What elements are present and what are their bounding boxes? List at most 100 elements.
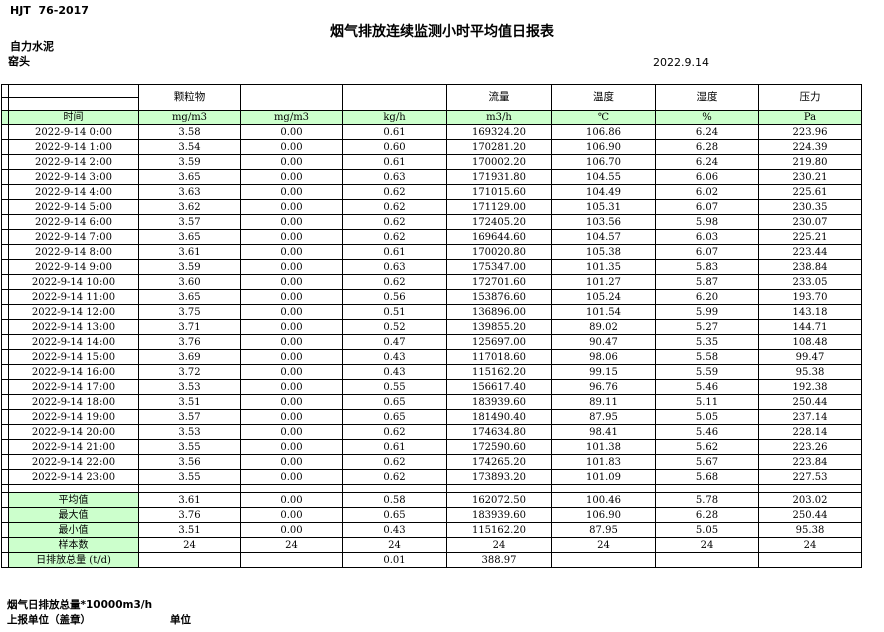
value-cell: 0.62 — [342, 214, 447, 230]
summary-value: 24 — [138, 537, 241, 553]
value-cell: 6.07 — [655, 199, 759, 215]
report-unit-label: 上报单位（盖章） — [7, 614, 91, 626]
time-cell: 2022-9-14 23:00 — [8, 469, 139, 485]
value-cell: 0.00 — [240, 244, 343, 260]
value-cell: 223.26 — [758, 439, 862, 455]
value-cell: 6.06 — [655, 169, 759, 185]
table-row: 2022-9-14 5:00 3.62 0.00 0.62 171129.00 105.3… — [1, 199, 862, 215]
col-header-particulate: 颗粒物 — [138, 84, 241, 111]
value-cell: 104.49 — [551, 184, 656, 200]
unit-m3-h: m3/h — [446, 110, 552, 125]
row-gutter — [1, 319, 9, 335]
summary-value: 115162.20 — [446, 522, 552, 538]
row-gutter — [1, 124, 9, 140]
value-cell: 5.98 — [655, 214, 759, 230]
value-cell: 0.00 — [240, 349, 343, 365]
value-cell: 0.00 — [240, 214, 343, 230]
value-cell: 90.47 — [551, 334, 656, 350]
value-cell: 223.84 — [758, 454, 862, 470]
row-gutter — [1, 139, 9, 155]
value-cell: 0.00 — [240, 154, 343, 170]
value-cell: 193.70 — [758, 289, 862, 305]
value-cell: 103.56 — [551, 214, 656, 230]
summary-value — [655, 552, 759, 568]
value-cell: 3.65 — [138, 229, 241, 245]
value-cell: 0.00 — [240, 289, 343, 305]
units-gutter — [1, 110, 9, 125]
value-cell: 0.55 — [342, 379, 447, 395]
value-cell: 5.68 — [655, 469, 759, 485]
spacer-cell — [1, 484, 9, 493]
value-cell: 174634.80 — [446, 424, 552, 440]
row-gutter — [1, 244, 9, 260]
group-header-row-top: 颗粒物 流量 温度 湿度 压力 — [1, 84, 862, 111]
summary-value — [138, 552, 241, 568]
value-cell: 101.83 — [551, 454, 656, 470]
summary-value: 250.44 — [758, 507, 862, 523]
value-cell: 106.86 — [551, 124, 656, 140]
value-cell: 225.61 — [758, 184, 862, 200]
summary-value: 24 — [240, 537, 343, 553]
report-date: 2022.9.14 — [653, 56, 709, 69]
value-cell: 125697.00 — [446, 334, 552, 350]
value-cell: 172405.20 — [446, 214, 552, 230]
table-row: 2022-9-14 22:00 3.56 0.00 0.62 174265.20 101.… — [1, 454, 862, 470]
row-gutter — [1, 259, 9, 275]
row-gutter — [1, 439, 9, 455]
row-gutter — [1, 229, 9, 245]
row-gutter — [1, 199, 9, 215]
value-cell: 173893.20 — [446, 469, 552, 485]
summary-value: 3.61 — [138, 492, 241, 508]
value-cell: 6.20 — [655, 289, 759, 305]
value-cell: 3.60 — [138, 274, 241, 290]
value-cell: 0.43 — [342, 364, 447, 380]
summary-value: 0.00 — [240, 492, 343, 508]
spacer-cell — [240, 484, 343, 493]
time-cell: 2022-9-14 21:00 — [8, 439, 139, 455]
value-cell: 0.00 — [240, 274, 343, 290]
value-cell: 5.46 — [655, 424, 759, 440]
table-row: 2022-9-14 19:00 3.57 0.00 0.65 181490.40 87.9… — [1, 409, 862, 425]
summary-row: 最小值 3.51 0.00 0.43 115162.20 87.95 5.05 95.38 — [1, 522, 862, 538]
value-cell: 0.62 — [342, 424, 447, 440]
table-row: 2022-9-14 3:00 3.65 0.00 0.63 171931.80 104.5… — [1, 169, 862, 185]
value-cell: 0.65 — [342, 394, 447, 410]
value-cell: 223.44 — [758, 244, 862, 260]
value-cell: 227.53 — [758, 469, 862, 485]
col-header-flow: 流量 — [446, 84, 552, 111]
time-header-bottom — [8, 97, 139, 111]
time-cell: 2022-9-14 10:00 — [8, 274, 139, 290]
value-cell: 0.00 — [240, 364, 343, 380]
summary-value: 0.65 — [342, 507, 447, 523]
value-cell: 105.24 — [551, 289, 656, 305]
value-cell: 3.54 — [138, 139, 241, 155]
summary-value: 24 — [342, 537, 447, 553]
value-cell: 174265.20 — [446, 454, 552, 470]
summary-value: 24 — [758, 537, 862, 553]
row-gutter — [1, 169, 9, 185]
value-cell: 3.65 — [138, 289, 241, 305]
station-name: 窑头 — [8, 55, 30, 68]
summary-value: 0.58 — [342, 492, 447, 508]
value-cell: 0.60 — [342, 139, 447, 155]
summary-value: 3.76 — [138, 507, 241, 523]
value-cell: 0.00 — [240, 424, 343, 440]
time-cell: 2022-9-14 17:00 — [8, 379, 139, 395]
value-cell: 144.71 — [758, 319, 862, 335]
value-cell: 171015.60 — [446, 184, 552, 200]
value-cell: 3.76 — [138, 334, 241, 350]
value-cell: 87.95 — [551, 409, 656, 425]
value-cell: 0.00 — [240, 469, 343, 485]
value-cell: 192.38 — [758, 379, 862, 395]
value-cell: 0.00 — [240, 304, 343, 320]
value-cell: 0.00 — [240, 379, 343, 395]
value-cell: 0.00 — [240, 229, 343, 245]
value-cell: 0.61 — [342, 154, 447, 170]
table-row: 2022-9-14 21:00 3.55 0.00 0.61 172590.60 101.… — [1, 439, 862, 455]
value-cell: 5.46 — [655, 379, 759, 395]
unit-celsius: ℃ — [551, 110, 656, 125]
value-cell: 0.61 — [342, 124, 447, 140]
time-cell: 2022-9-14 20:00 — [8, 424, 139, 440]
table-row: 2022-9-14 1:00 3.54 0.00 0.60 170281.20 106.9… — [1, 139, 862, 155]
